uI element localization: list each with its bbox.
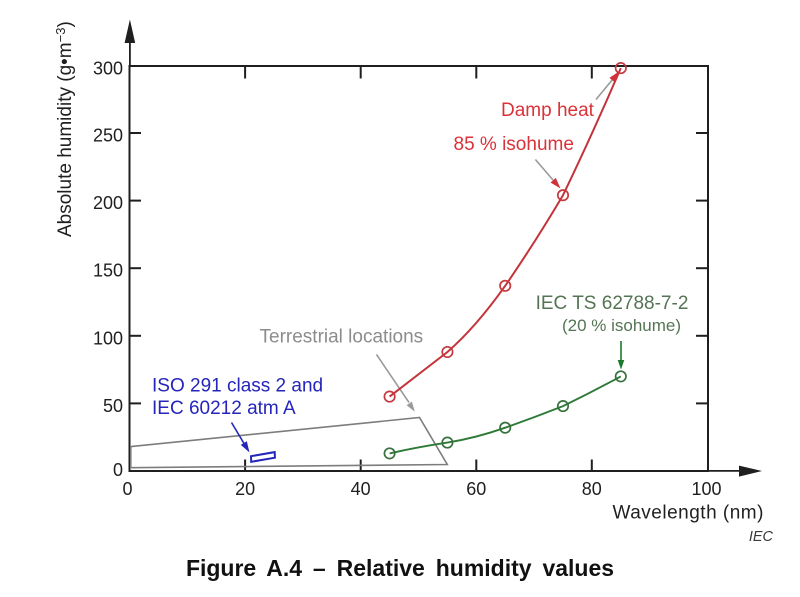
svg-text:Absolute humidity (g•m−3): Absolute humidity (g•m−3) [53,21,76,237]
svg-text:0: 0 [113,460,123,480]
svg-text:0: 0 [122,479,132,499]
svg-text:20: 20 [235,479,255,499]
svg-text:100: 100 [93,328,123,348]
svg-text:60: 60 [466,479,486,499]
svg-text:IEC: IEC [749,529,774,545]
svg-text:Terrestrial locations: Terrestrial locations [260,327,424,348]
svg-text:40: 40 [351,479,371,499]
svg-text:IEC TS 62788-7-2: IEC TS 62788-7-2 [536,293,689,314]
svg-text:200: 200 [93,193,123,213]
svg-text:250: 250 [93,126,123,146]
svg-text:150: 150 [93,261,123,281]
svg-text:Figure A.4 – Relative humidity: Figure A.4 – Relative humidity values [186,555,614,581]
svg-text:80: 80 [582,479,602,499]
svg-text:Damp heat: Damp heat [501,100,595,121]
svg-text:85 % isohume: 85 % isohume [454,134,574,155]
svg-text:50: 50 [103,396,123,416]
svg-text:(20 % isohume): (20 % isohume) [562,316,681,335]
svg-text:300: 300 [93,59,123,79]
svg-text:ISO 291 class 2 and: ISO 291 class 2 and [152,376,323,397]
svg-text:IEC 60212 atm A: IEC 60212 atm A [152,398,296,419]
svg-text:Wavelength (nm): Wavelength (nm) [613,503,764,524]
svg-text:100: 100 [691,479,721,499]
